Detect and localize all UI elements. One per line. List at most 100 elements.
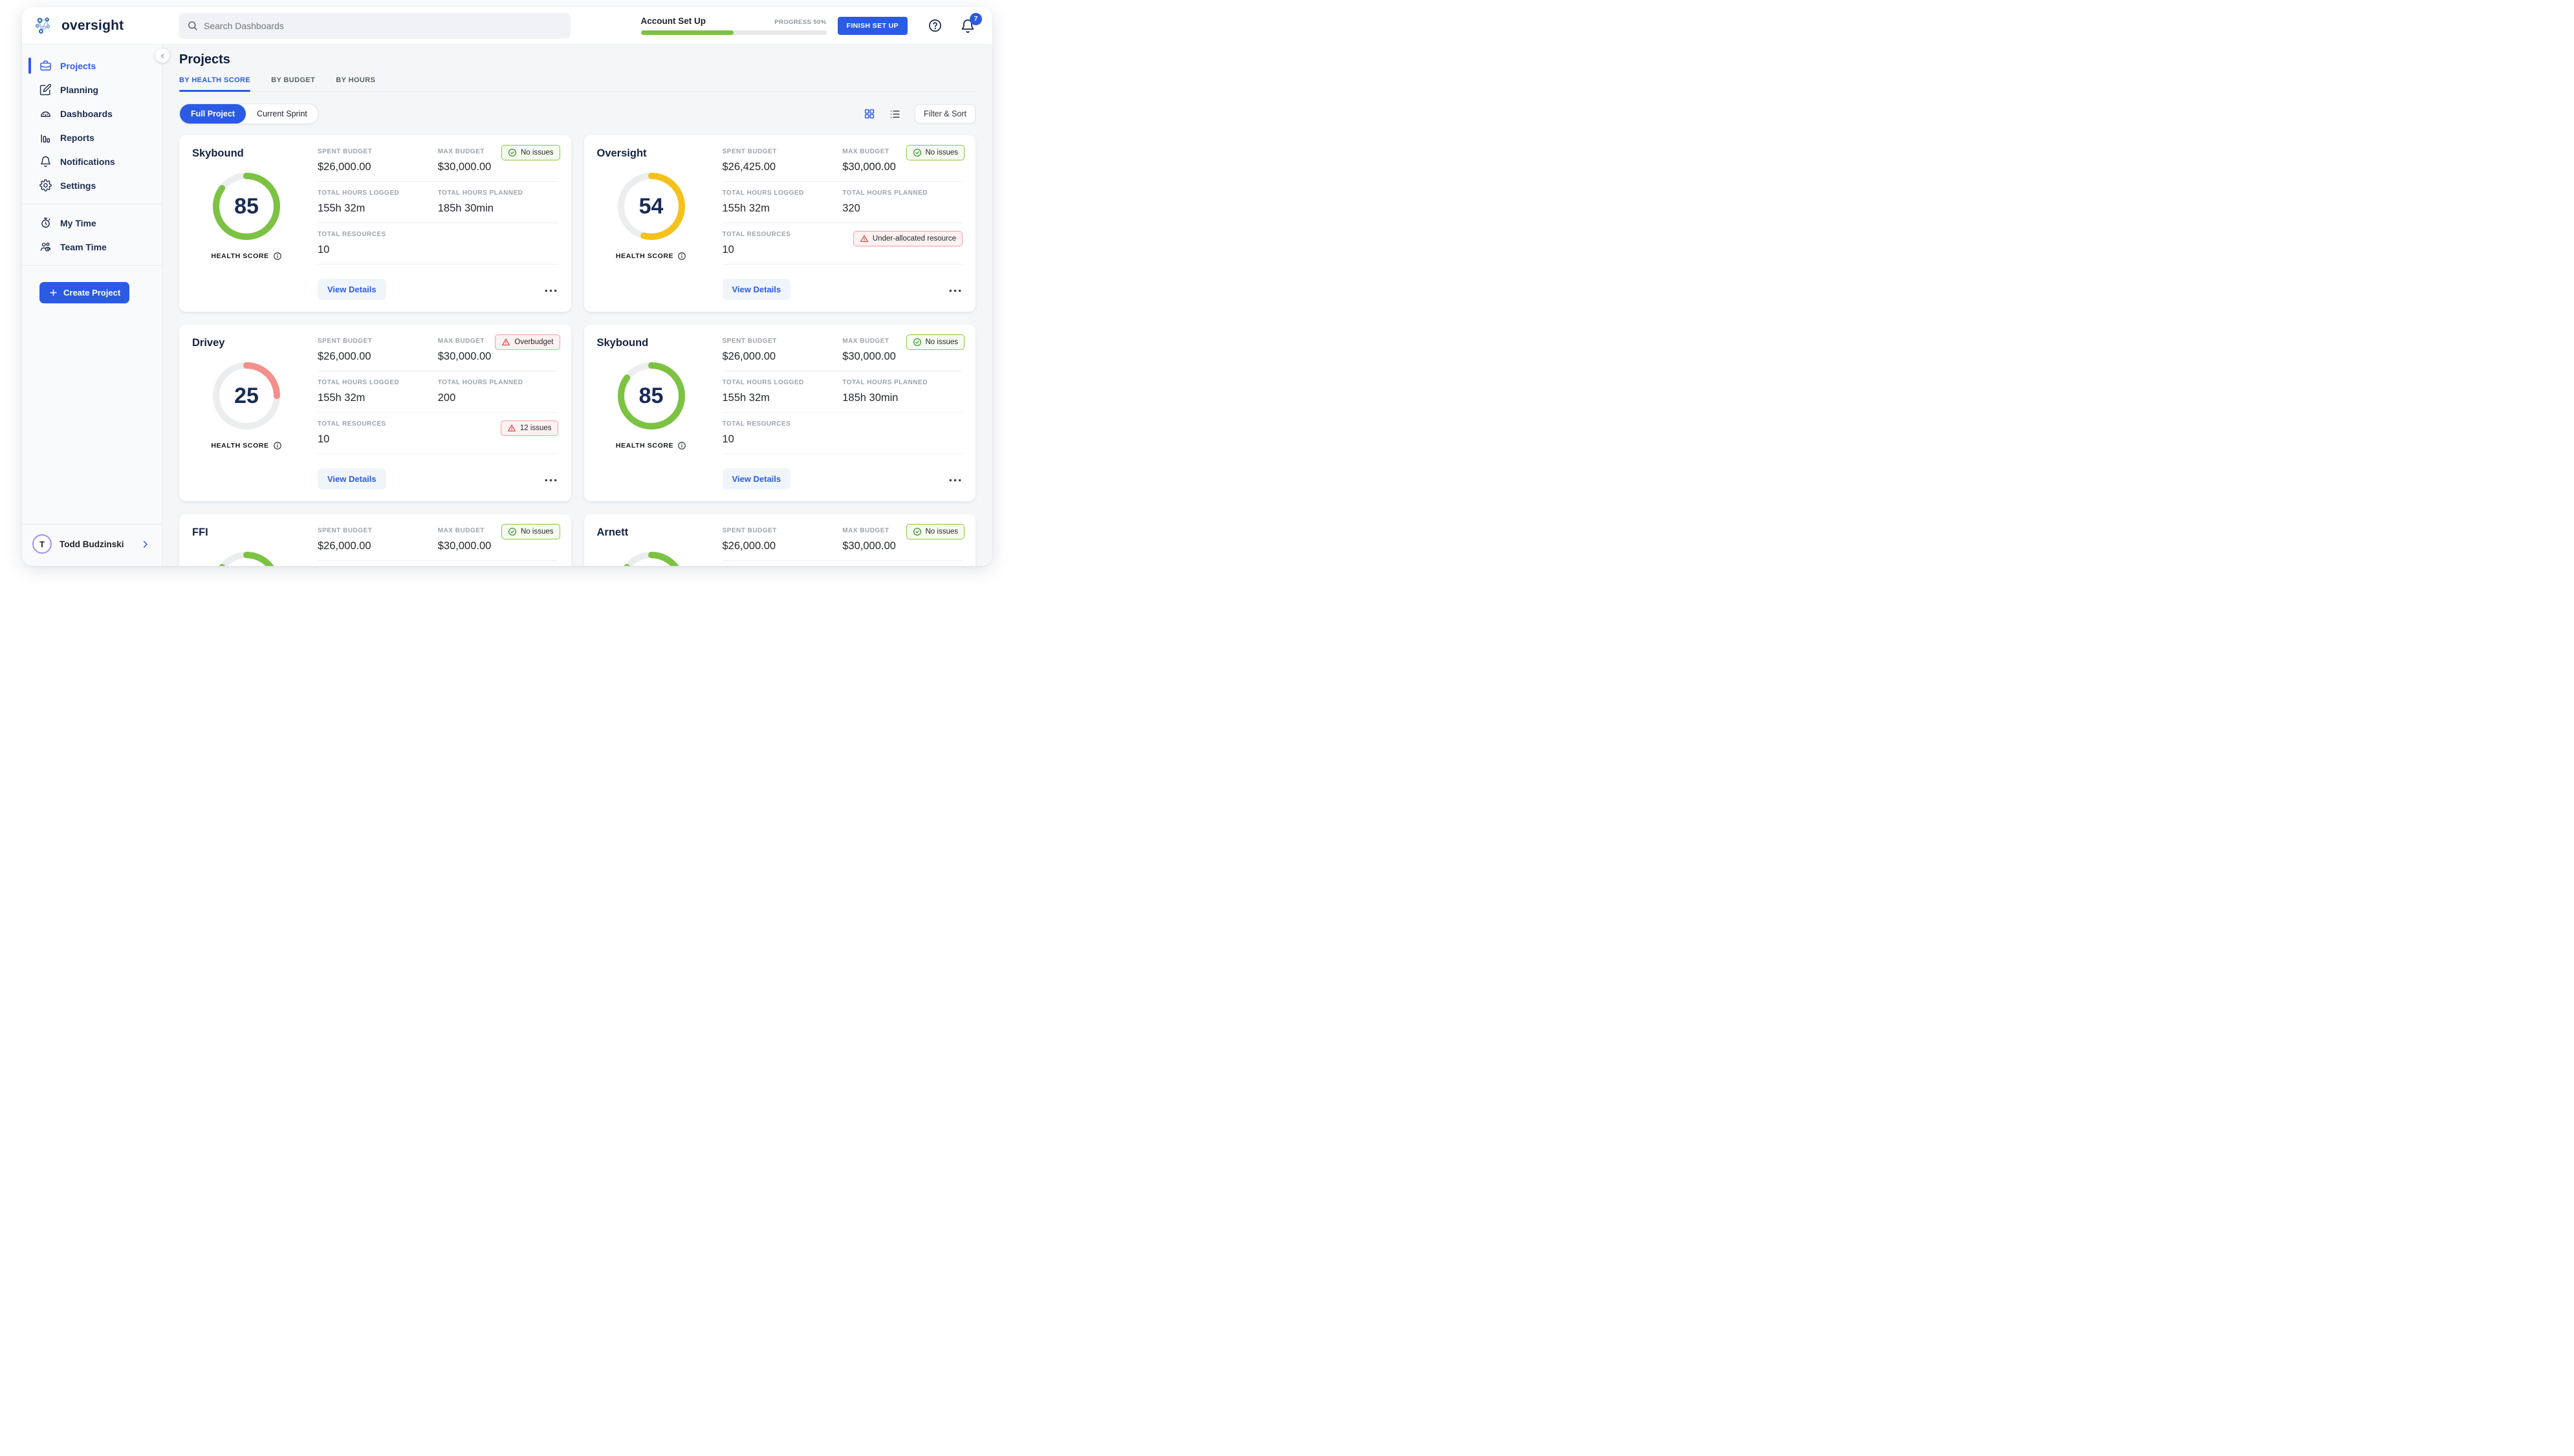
chevron-right-icon[interactable]	[140, 539, 150, 549]
stat-value: 10	[318, 433, 330, 445]
sidebar-item-label: My Time	[60, 217, 96, 228]
notification-count-badge: 7	[970, 12, 982, 25]
check-circle-icon	[508, 148, 517, 157]
divider	[318, 412, 558, 413]
sidebar-item-label: Team Time	[60, 241, 107, 252]
info-icon[interactable]	[677, 252, 686, 261]
stat-value: 10	[318, 244, 330, 255]
stat-hours-logged: TOTAL HOURS LOGGED 155h 32m	[318, 190, 438, 215]
sidebar-item-settings[interactable]: Settings	[22, 173, 162, 197]
info-icon[interactable]	[677, 441, 686, 450]
stat-total-resources: TOTAL RESOURCES 10	[722, 231, 791, 255]
stat-max-budget: MAX BUDGET $30,000.00	[438, 338, 558, 363]
setup-progress-fill	[640, 30, 734, 35]
stat-value: 10	[722, 433, 734, 445]
sidebar-item-team-time[interactable]: Team Time	[22, 235, 162, 259]
brand-name: oversight	[61, 17, 124, 33]
gear-icon	[39, 179, 52, 191]
card-menu-button[interactable]	[543, 282, 558, 297]
project-name: Drivey	[192, 337, 225, 349]
health-score-value: 54	[638, 193, 664, 219]
user-row[interactable]: T Todd Budzinski	[22, 524, 162, 566]
stat-value: $26,000.00	[722, 540, 776, 552]
view-details-button[interactable]: View Details	[318, 468, 386, 490]
help-button[interactable]	[928, 18, 943, 33]
collapse-sidebar-button[interactable]	[155, 49, 169, 63]
stat-hours-planned: TOTAL HOURS PLANNED 185h 30min	[842, 379, 963, 404]
grid-view-button[interactable]	[864, 108, 875, 120]
topbar: oversight Search Dashboards Account Set …	[22, 7, 992, 45]
tab-by-hours[interactable]: BY HOURS	[336, 76, 376, 84]
stat-value: 185h 30min	[842, 392, 899, 404]
stat-value: $26,425.00	[722, 161, 776, 173]
sidebar-item-projects[interactable]: Projects	[22, 54, 162, 78]
tab-by-budget[interactable]: BY BUDGET	[271, 76, 316, 84]
edit-icon	[39, 83, 52, 96]
sidebar-item-reports[interactable]: Reports	[22, 125, 162, 149]
stat-value: $30,000.00	[842, 161, 896, 173]
ellipsis-icon	[949, 479, 961, 482]
health-score-label: HEALTH SCORE	[211, 252, 269, 260]
card-menu-button[interactable]	[543, 472, 558, 486]
card-menu-button[interactable]	[948, 472, 963, 486]
sidebar-item-notifications[interactable]: Notifications	[22, 149, 162, 173]
project-card: No issues Skybound 85 HEALTH SCORE	[179, 135, 571, 312]
create-project-button[interactable]: Create Project	[39, 282, 130, 303]
ellipsis-icon	[545, 479, 556, 482]
briefcase-icon	[40, 60, 51, 71]
tabs: BY HEALTH SCORE BY BUDGET BY HOURS	[179, 76, 976, 92]
sidebar-item-planning[interactable]: Planning	[22, 78, 162, 102]
health-ring-arc	[213, 552, 280, 566]
stat-value: $26,000.00	[318, 161, 371, 173]
sidebar-item-label: Notifications	[60, 156, 115, 167]
plus-icon	[50, 289, 57, 296]
health-ring: 54	[615, 170, 688, 243]
notifications-button[interactable]: 7	[960, 12, 982, 34]
avatar: T	[32, 534, 52, 554]
stat-value: $26,000.00	[318, 540, 371, 552]
card-menu-button[interactable]	[948, 282, 963, 297]
finish-setup-button[interactable]: FINISH SET UP	[837, 16, 908, 35]
stat-value: $26,000.00	[318, 351, 371, 362]
project-card: No issues Arnett 85 HEALTH SCORE	[584, 514, 976, 566]
stat-value: 155h 32m	[722, 202, 770, 214]
stat-spent-budget: SPENT BUDGET $26,425.00	[723, 148, 843, 173]
sidebar-item-label: Planning	[60, 84, 99, 95]
info-icon[interactable]	[273, 441, 282, 450]
ellipsis-icon	[545, 289, 556, 292]
sidebar-item-my-time[interactable]: My Time	[22, 211, 162, 235]
stat-max-budget: MAX BUDGET $30,000.00	[438, 148, 558, 173]
resources-issue-badge: Under-allocated resource	[853, 231, 963, 246]
filter-sort-button[interactable]: Filter & Sort	[915, 104, 976, 124]
segment-full-project[interactable]: Full Project	[180, 104, 246, 124]
view-details-button[interactable]: View Details	[722, 279, 791, 300]
stat-hours-planned: TOTAL HOURS PLANNED 200	[438, 379, 558, 404]
health-ring-arc	[617, 173, 685, 240]
sidebar-item-dashboards[interactable]: Dashboards	[22, 102, 162, 125]
status-badge: No issues	[906, 524, 965, 539]
tab-by-health-score[interactable]: BY HEALTH SCORE	[179, 76, 251, 92]
view-details-button[interactable]: View Details	[318, 279, 386, 300]
project-card: No issues Oversight 54 HEALTH SCORE	[584, 135, 976, 312]
list-view-button[interactable]	[889, 108, 901, 120]
app-window: oversight Search Dashboards Account Set …	[22, 7, 992, 566]
search-input[interactable]: Search Dashboards	[179, 12, 571, 39]
brand-network-logo-icon	[35, 16, 56, 36]
stat-value: $26,000.00	[722, 351, 776, 362]
divider	[722, 412, 963, 413]
stat-hours-planned: TOTAL HOURS PLANNED 185h 30min	[438, 190, 558, 215]
search-icon	[187, 20, 198, 31]
info-icon[interactable]	[273, 252, 282, 261]
segment-current-sprint[interactable]: Current Sprint	[246, 104, 318, 124]
health-ring: 85	[210, 549, 283, 566]
view-details-button[interactable]: View Details	[722, 468, 791, 490]
status-badge: No issues	[501, 145, 560, 160]
stat-value: 155h 32m	[318, 202, 365, 214]
divider	[318, 264, 558, 265]
search-placeholder: Search Dashboards	[204, 20, 284, 31]
health-ring: 85	[615, 549, 688, 566]
health-score-label: HEALTH SCORE	[615, 442, 674, 450]
stat-total-resources: TOTAL RESOURCES 10	[318, 231, 386, 255]
bar-chart-icon	[41, 134, 50, 143]
chevron-left-icon	[160, 53, 164, 58]
